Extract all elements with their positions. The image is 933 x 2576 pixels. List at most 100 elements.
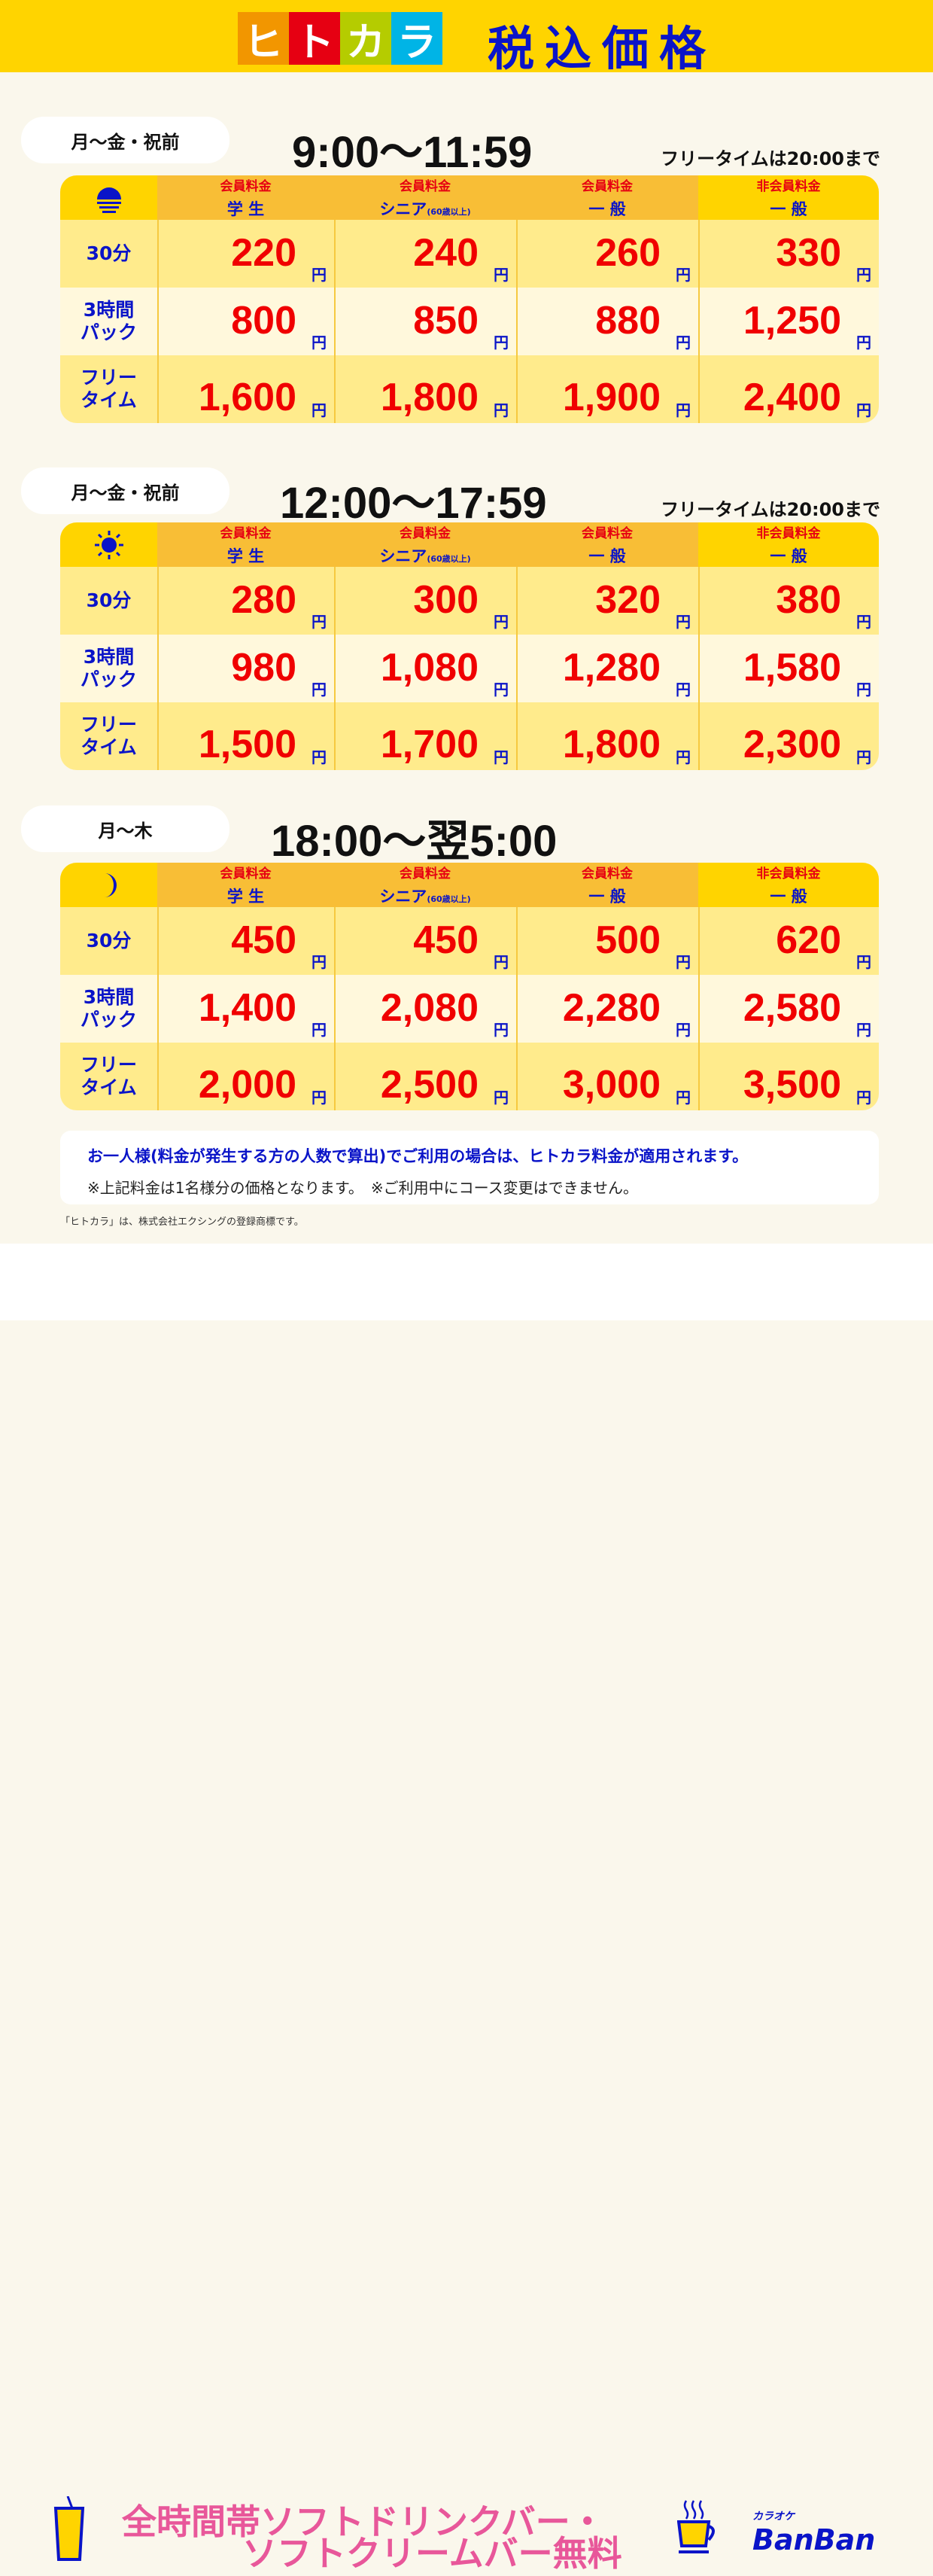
- time-range: 9:00〜11:59: [292, 128, 533, 177]
- price-value: 450: [231, 918, 296, 962]
- yen-unit: 円: [494, 953, 509, 971]
- price-cell: 220 円: [157, 220, 334, 288]
- yen-unit: 円: [312, 401, 327, 419]
- column-type: 会員料金: [400, 179, 451, 194]
- row-label-line: 30分: [86, 930, 132, 952]
- price-table: 会員料金学 生会員料金 シニア(60歳以上) 会員料金一 般非会員料金一 般 30分 2…: [60, 522, 879, 770]
- price-cell: 450 円: [334, 907, 516, 975]
- yen-unit: 円: [312, 333, 327, 352]
- price-value: 2,300: [743, 723, 841, 766]
- yen-unit: 円: [856, 1089, 871, 1107]
- price-cell: 1,080 円: [334, 635, 516, 702]
- hitokara-logo: ヒトカラ: [238, 12, 442, 65]
- column-category: 一 般: [588, 547, 626, 565]
- price-cell: 3,000 円: [516, 1043, 698, 1110]
- trademark-note: 「ヒトカラ」は、株式会社エクシングの登録商標です。: [60, 1216, 304, 1228]
- logo-char: ヒ: [238, 12, 289, 65]
- row-label-line: パック: [80, 321, 137, 343]
- yen-unit: 円: [494, 613, 509, 631]
- yen-unit: 円: [312, 953, 327, 971]
- yen-unit: 円: [494, 681, 509, 699]
- price-cell: 1,700 円: [334, 702, 516, 770]
- column-header: 会員料金学 生: [157, 175, 334, 220]
- price-value: 380: [776, 578, 841, 622]
- price-cell: 2,000 円: [157, 1043, 334, 1110]
- free-time-note: フリータイムは20:00まで: [661, 499, 880, 520]
- column-note: (60歳以上): [427, 207, 471, 217]
- time-range: 18:00〜翌5:00: [271, 817, 558, 866]
- column-header: 会員料金 シニア(60歳以上): [334, 863, 516, 907]
- column-type: 会員料金: [220, 866, 272, 882]
- price-value: 220: [231, 231, 296, 275]
- price-cell: 450 円: [157, 907, 334, 975]
- column-category: シニア: [379, 547, 427, 565]
- price-cell: 1,800 円: [516, 702, 698, 770]
- price-cell: 2,080 円: [334, 975, 516, 1043]
- column-type: 会員料金: [220, 179, 272, 194]
- yen-unit: 円: [856, 681, 871, 699]
- price-cell: 300 円: [334, 567, 516, 635]
- price-value: 280: [231, 578, 296, 622]
- coffee-cup-icon: [677, 2500, 715, 2553]
- column-category: 学 生: [226, 200, 265, 218]
- sun-icon: [60, 522, 157, 567]
- yen-unit: 円: [676, 1021, 691, 1039]
- sunrise-icon: [60, 175, 157, 220]
- yen-unit: 円: [494, 748, 509, 766]
- price-cell: 1,280 円: [516, 635, 698, 702]
- price-value: 1,800: [380, 376, 479, 419]
- price-cell: 1,500 円: [157, 702, 334, 770]
- column-category: シニア: [379, 200, 427, 218]
- row-label: フリー タイム: [60, 355, 157, 423]
- column-category: シニア: [379, 888, 427, 906]
- price-value: 1,800: [562, 723, 661, 766]
- price-cell: 1,580 円: [698, 635, 879, 702]
- price-cell: 1,400 円: [157, 975, 334, 1043]
- price-cell: 380 円: [698, 567, 879, 635]
- yen-unit: 円: [856, 748, 871, 766]
- row-label-line: フリー: [80, 714, 137, 735]
- banban-logo: カラオケ BanBan: [752, 2508, 875, 2556]
- yen-unit: 円: [676, 266, 691, 284]
- yen-unit: 円: [676, 613, 691, 631]
- row-label-line: パック: [80, 668, 137, 690]
- yen-unit: 円: [676, 1089, 691, 1107]
- notice-sub: ※上記料金は1名様分の価格となります。 ※ご利用中にコース変更はできません。: [87, 1179, 639, 1197]
- price-cell: 240 円: [334, 220, 516, 288]
- column-header: 会員料金学 生: [157, 522, 334, 567]
- row-label-line: タイム: [81, 736, 137, 758]
- column-type: 非会員料金: [756, 526, 821, 541]
- row-label-line: 3時間: [83, 299, 135, 321]
- yen-unit: 円: [856, 401, 871, 419]
- price-value: 320: [595, 578, 661, 622]
- price-value: 2,500: [380, 1063, 479, 1107]
- yen-unit: 円: [676, 681, 691, 699]
- row-label: 3時間 パック: [60, 635, 157, 702]
- header-bar: ヒトカラ 税込価格: [0, 0, 933, 76]
- price-cell: 980 円: [157, 635, 334, 702]
- price-value: 2,400: [743, 376, 841, 419]
- price-value: 1,900: [562, 376, 661, 419]
- column-type: 会員料金: [220, 526, 272, 541]
- column-header: 非会員料金一 般: [698, 863, 879, 907]
- price-value: 1,280: [562, 646, 661, 690]
- column-type: 会員料金: [582, 179, 633, 194]
- yen-unit: 円: [676, 401, 691, 419]
- time-range: 12:00〜17:59: [280, 479, 547, 528]
- yen-unit: 円: [312, 1021, 327, 1039]
- price-cell: 1,900 円: [516, 355, 698, 423]
- price-value: 850: [413, 299, 479, 343]
- column-category: 一 般: [588, 200, 626, 218]
- column-type: 会員料金: [582, 526, 633, 541]
- yen-unit: 円: [856, 613, 871, 631]
- row-label-line: パック: [80, 1009, 137, 1031]
- column-type: 非会員料金: [756, 866, 821, 882]
- price-value: 260: [595, 231, 661, 275]
- price-cell: 2,280 円: [516, 975, 698, 1043]
- price-cell: 620 円: [698, 907, 879, 975]
- column-type: 会員料金: [400, 526, 451, 541]
- row-label-line: タイム: [81, 1076, 137, 1098]
- price-value: 450: [413, 918, 479, 962]
- price-cell: 2,300 円: [698, 702, 879, 770]
- row-label-line: 3時間: [83, 646, 135, 668]
